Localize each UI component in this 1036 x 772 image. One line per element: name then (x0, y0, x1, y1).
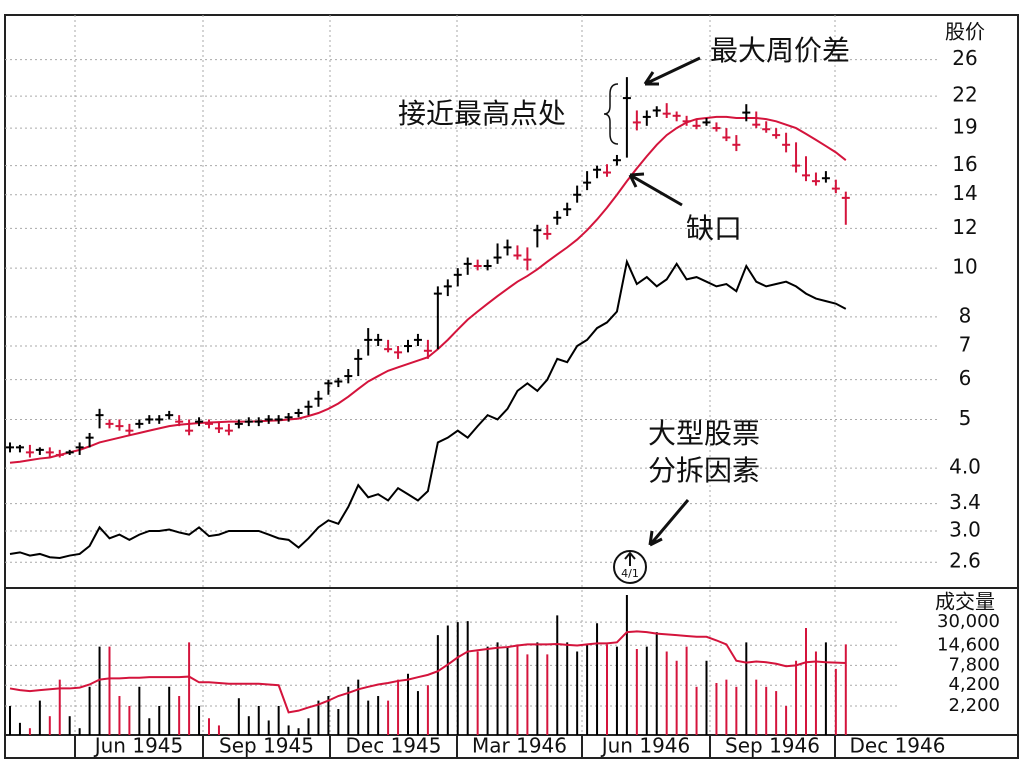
relative-strength-line (9, 258, 847, 560)
volume-tick-label: 14,600 (937, 634, 1000, 655)
split-arrow (624, 551, 636, 566)
y-tick-label: 10 (952, 255, 977, 279)
marks (6, 77, 850, 735)
arrow (643, 56, 701, 86)
x-tick-label: Dec 1945 (346, 734, 442, 758)
x-tick-label: Jun 1946 (600, 734, 691, 758)
arrow (628, 172, 683, 207)
split-text: 4/1 (621, 567, 639, 580)
split-marker (613, 550, 647, 584)
x-tick-label: Mar 1946 (472, 734, 567, 758)
y-tick-label: 19 (952, 115, 977, 139)
y-tick-label: 26 (952, 46, 977, 70)
y-tick-label: 16 (952, 152, 977, 176)
arrow (648, 499, 690, 547)
y-tick-label: 2.6 (949, 549, 981, 573)
x-tick-label: Sep 1945 (219, 734, 314, 758)
volume-label: 成交量 (935, 590, 995, 614)
x-tick-label: Dec 1946 (850, 734, 946, 758)
y-tick-label: 6 (959, 366, 972, 390)
annotation: 最大周价差 (710, 34, 850, 67)
y-tick-label: 12 (952, 215, 977, 239)
y-tick-label: 4.0 (949, 455, 981, 479)
volume-average-line (9, 630, 846, 714)
y-tick-label: 8 (959, 303, 972, 327)
y-tick-label: 5 (959, 406, 972, 430)
y-tick-label: 3.4 (949, 490, 981, 514)
frame (4, 14, 1019, 759)
y-tick-label: 22 (952, 83, 977, 107)
volume-tick-label: 7,800 (948, 654, 1000, 675)
annotation: 大型股票 (648, 417, 760, 450)
volume-tick-label: 30,000 (937, 611, 1000, 632)
annotation: 接近最高点处 (398, 97, 566, 130)
annotation: 分拆因素 (648, 454, 760, 487)
y-tick-label: 14 (952, 181, 977, 205)
y-tick-label: 3.0 (949, 517, 981, 541)
volume-tick-label: 2,200 (948, 695, 1000, 716)
x-tick-label: Jun 1945 (93, 734, 184, 758)
brace (603, 83, 619, 145)
annotation: 缺口 (686, 212, 742, 245)
x-tick-label: Sep 1946 (725, 734, 820, 758)
volume-tick-label: 4,200 (948, 674, 1000, 695)
y-tick-label: 7 (959, 333, 972, 357)
price-label: 股价 (945, 20, 985, 44)
